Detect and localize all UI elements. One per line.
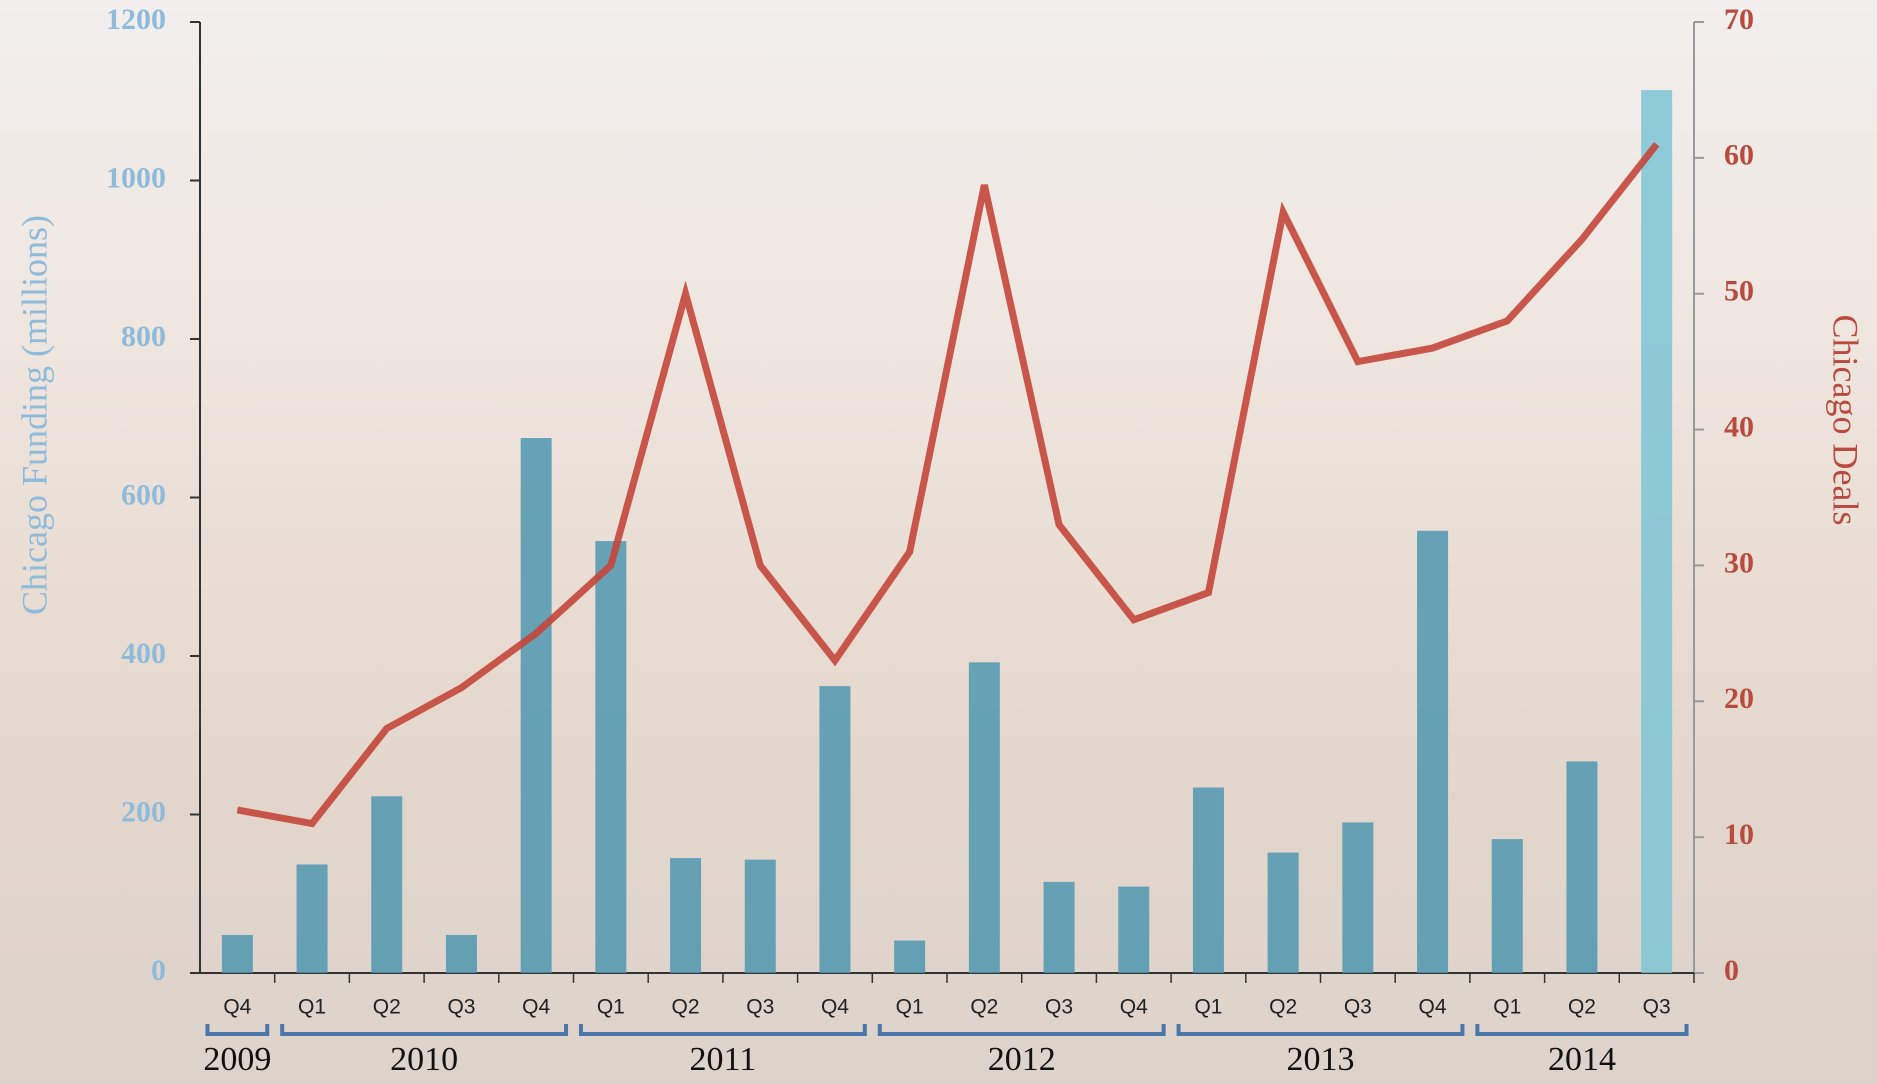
x-tick-label: Q2 xyxy=(1269,996,1297,1019)
year-label: 2013 xyxy=(1287,1041,1355,1078)
year-label: 2010 xyxy=(390,1041,458,1078)
bar xyxy=(1342,822,1373,973)
year-label: 2014 xyxy=(1548,1041,1616,1078)
bar xyxy=(1492,839,1523,973)
bar xyxy=(894,941,925,973)
bar xyxy=(1193,788,1224,973)
x-tick-label: Q2 xyxy=(672,996,700,1019)
year-bracket xyxy=(282,1024,566,1034)
y2-tick-label: 0 xyxy=(1724,954,1739,987)
year-bracket xyxy=(1179,1024,1463,1034)
x-tick-label: Q3 xyxy=(1045,996,1073,1019)
y2-tick-label: 20 xyxy=(1724,682,1754,715)
bar xyxy=(446,935,477,973)
bar xyxy=(819,686,850,973)
y-tick-label: 400 xyxy=(121,637,166,670)
y2-tick-label: 10 xyxy=(1724,818,1754,851)
x-tick-label: Q2 xyxy=(970,996,998,1019)
bar xyxy=(1268,853,1299,973)
bar xyxy=(297,864,328,973)
bar xyxy=(1118,887,1149,973)
year-label: 2011 xyxy=(690,1041,757,1078)
bar xyxy=(371,796,402,973)
y2-tick-label: 40 xyxy=(1724,410,1754,443)
bar xyxy=(521,438,552,973)
y-tick-label: 1000 xyxy=(106,161,166,194)
bar xyxy=(595,541,626,973)
x-tick-label: Q1 xyxy=(1493,996,1521,1019)
x-tick-label: Q3 xyxy=(1344,996,1372,1019)
x-tick-label: Q4 xyxy=(1120,996,1148,1019)
year-bracket xyxy=(1477,1024,1686,1034)
bar xyxy=(670,858,701,973)
y2-axis-title: Chicago Deals xyxy=(1826,315,1866,526)
x-tick-label: Q3 xyxy=(1643,996,1671,1019)
x-tick-label: Q1 xyxy=(896,996,924,1019)
bar xyxy=(1566,761,1597,973)
x-tick-label: Q1 xyxy=(597,996,625,1019)
x-tick-label: Q3 xyxy=(447,996,475,1019)
x-tick-label: Q4 xyxy=(1419,996,1447,1019)
x-tick-label: Q4 xyxy=(223,996,251,1019)
x-tick-label: Q4 xyxy=(522,996,550,1019)
x-tick-label: Q1 xyxy=(1194,996,1222,1019)
year-label: 2012 xyxy=(988,1041,1056,1078)
y-tick-label: 600 xyxy=(121,478,166,511)
year-bracket xyxy=(581,1024,865,1034)
y2-tick-label: 60 xyxy=(1724,139,1754,172)
x-tick-label: Q1 xyxy=(298,996,326,1019)
x-tick-label: Q4 xyxy=(821,996,849,1019)
y2-tick-label: 30 xyxy=(1724,546,1754,579)
year-bracket xyxy=(207,1024,267,1034)
chart: Chicago Funding (millions) Chicago Deals… xyxy=(0,0,1877,1084)
x-tick-label: Q2 xyxy=(373,996,401,1019)
bar xyxy=(1044,882,1075,973)
y-tick-label: 1200 xyxy=(106,3,166,36)
year-label: 2009 xyxy=(203,1041,271,1078)
y2-tick-label: 70 xyxy=(1724,3,1754,36)
x-tick-label: Q3 xyxy=(746,996,774,1019)
bar xyxy=(1417,531,1448,973)
y-tick-label: 0 xyxy=(151,954,166,987)
year-bracket xyxy=(880,1024,1164,1034)
x-tick-label: Q2 xyxy=(1568,996,1596,1019)
y-tick-label: 800 xyxy=(121,320,166,353)
bar xyxy=(222,935,253,973)
bar xyxy=(745,860,776,973)
y-axis-title: Chicago Funding (millions) xyxy=(14,215,54,615)
y-tick-label: 200 xyxy=(121,795,166,828)
y2-tick-label: 50 xyxy=(1724,275,1754,308)
bar xyxy=(969,662,1000,973)
bar xyxy=(1641,90,1672,973)
